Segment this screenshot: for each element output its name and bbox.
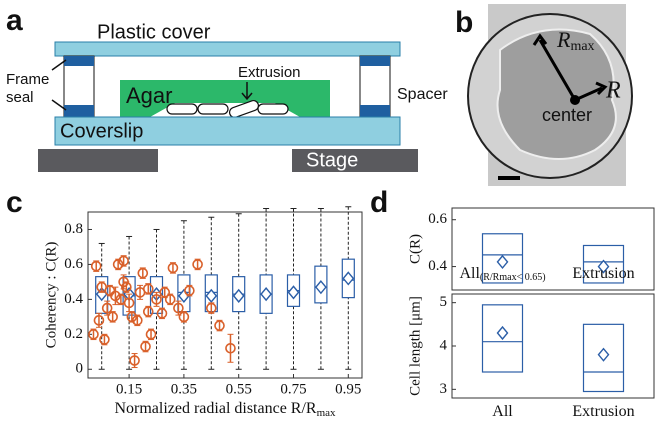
label: Agar <box>126 83 172 108</box>
category-label: Extrusion <box>572 265 634 282</box>
y-tick-label: 0.4 <box>428 258 447 274</box>
category-label: All <box>492 403 513 420</box>
y-tick-label: 0.2 <box>64 326 83 342</box>
mean-marker <box>261 288 271 300</box>
seal <box>360 105 390 117</box>
label: Stage <box>306 149 358 171</box>
x-tick-label: 0.35 <box>171 381 197 397</box>
y-tick-label: 0.4 <box>64 291 83 307</box>
label: Extrusion <box>238 64 301 81</box>
micrograph: Rmax R center <box>468 4 632 186</box>
label: seal <box>6 89 34 106</box>
panel-letter: c <box>6 186 23 219</box>
setup-diagram: Plastic cover Frame seal Agar Extrusion … <box>6 21 448 172</box>
category-label: Extrusion <box>572 403 634 420</box>
x-tick-label: 0.95 <box>335 381 361 397</box>
x-tick-label: 0.75 <box>280 381 306 397</box>
scale-bar <box>498 176 520 180</box>
seal <box>64 56 94 66</box>
category-label: Extrusion <box>572 403 634 420</box>
panel-letter: a <box>6 4 23 37</box>
label: R <box>605 78 621 104</box>
y-axis-label: Coherency : C(R) <box>43 242 59 349</box>
y-tick-label: 0.8 <box>64 221 83 237</box>
panel-letter: d <box>370 186 388 219</box>
x-tick-label: 0.55 <box>226 381 252 397</box>
center-dot <box>570 95 580 105</box>
y-tick-label: 5 <box>440 294 448 310</box>
label: Spacer <box>397 86 448 103</box>
label: max <box>570 39 594 54</box>
y-tick-label: 0.6 <box>64 256 83 272</box>
y-tick-label: 0 <box>76 361 84 377</box>
label: Frame <box>6 71 49 88</box>
x-axis-label: Normalized radial distance R/Rmax <box>114 400 336 419</box>
label: Plastic cover <box>97 21 211 43</box>
x-tick-label: 0.15 <box>116 381 142 397</box>
category-label: All <box>459 265 480 282</box>
category-label: (R/Rmax< 0.65) <box>480 272 546 283</box>
y-tick-label: 3 <box>440 381 448 397</box>
label: R <box>556 27 571 52</box>
seal <box>360 56 390 66</box>
mean-marker <box>234 290 244 302</box>
y-tick-label: 0.6 <box>428 211 447 227</box>
plastic-cover <box>55 42 400 56</box>
seal <box>64 105 94 117</box>
mean-marker <box>316 281 326 293</box>
y-tick-label: 4 <box>440 337 448 353</box>
panel-letter: b <box>455 6 473 39</box>
mean-marker <box>206 290 216 302</box>
x-axis-label: max <box>317 407 336 419</box>
label: center <box>542 105 592 125</box>
mean-marker <box>343 272 353 284</box>
category-label: All <box>492 403 513 420</box>
y-axis-label: C(R) <box>407 234 423 264</box>
x-axis-label: Normalized radial distance R/R <box>114 400 316 417</box>
category-label: Extrusion <box>572 265 634 282</box>
stage <box>38 149 158 172</box>
y-axis-label: Cell length [μm] <box>407 296 423 396</box>
figure: a b c d Plastic cover Frame seal Agar Ex… <box>0 0 658 422</box>
mean-marker <box>289 286 299 298</box>
label: Coverslip <box>60 120 143 142</box>
